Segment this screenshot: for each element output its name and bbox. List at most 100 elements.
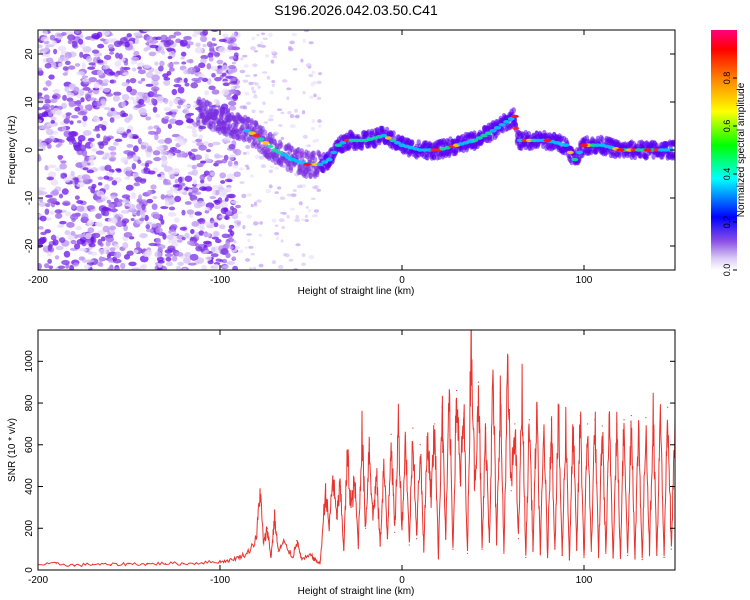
spectrogram-noise-blob bbox=[50, 179, 59, 186]
spectrogram-noise-blob bbox=[91, 183, 97, 189]
spectrogram-noise-blob bbox=[48, 74, 55, 80]
spectrogram-noise-blob bbox=[63, 250, 71, 258]
spectrogram-noise-blob bbox=[157, 173, 162, 177]
spectrogram-ridge-band bbox=[231, 133, 237, 140]
spectrogram-noise-blob bbox=[186, 125, 195, 129]
snr-point bbox=[499, 392, 501, 394]
spectrogram-noise-blob bbox=[139, 233, 148, 239]
spectrogram-noise-blob bbox=[277, 108, 283, 112]
spectrogram-noise-blob bbox=[76, 181, 85, 188]
spectrogram-noise-blob bbox=[133, 32, 143, 37]
spectrogram-noise-blob bbox=[213, 263, 219, 270]
spectrogram-noise-blob bbox=[232, 255, 236, 261]
spectrogram-noise-blob bbox=[183, 107, 190, 115]
spectrogram-noise-blob bbox=[38, 107, 43, 111]
snr-point bbox=[463, 412, 465, 415]
spectrogram-noise-blob bbox=[196, 200, 206, 207]
colorbar-tick-label: 0.0 bbox=[722, 264, 732, 277]
spectrogram-noise-blob bbox=[121, 101, 126, 108]
spectrogram-noise-blob bbox=[248, 245, 254, 249]
spectrogram-noise-blob bbox=[145, 151, 152, 158]
spectrogram-noise-blob bbox=[181, 209, 186, 216]
spectrogram-noise-blob bbox=[87, 250, 93, 255]
snr-point bbox=[601, 425, 603, 427]
spectrogram-noise-blob bbox=[265, 189, 271, 194]
spectrogram-noise-blob bbox=[201, 77, 209, 82]
spectrogram-noise-blob bbox=[76, 200, 84, 204]
spectrogram-noise-blob bbox=[208, 85, 216, 91]
spectrogram-noise-blob bbox=[86, 169, 95, 174]
snr-point bbox=[128, 563, 130, 565]
spectrogram-noise-blob bbox=[130, 192, 137, 200]
spectrogram-noise-blob bbox=[165, 39, 174, 46]
spectrogram-noise-blob bbox=[241, 193, 247, 199]
spectrogram-noise-blob bbox=[198, 134, 204, 140]
figure-title: S196.2026.042.03.50.C41 bbox=[274, 2, 438, 18]
spectrogram-noise-blob bbox=[311, 70, 316, 75]
snr-point bbox=[319, 563, 321, 565]
spectrogram-noise-blob bbox=[173, 61, 180, 65]
spectrogram-noise-blob bbox=[219, 172, 227, 179]
spectrogram-noise-blob bbox=[133, 145, 139, 153]
spectrogram-noise-blob bbox=[180, 51, 187, 57]
spectrogram-ridge-band bbox=[195, 120, 201, 127]
spectrogram-noise-blob bbox=[153, 88, 158, 96]
spectrogram-ridge-band bbox=[312, 156, 318, 163]
snr-y-tick-label: 600 bbox=[24, 436, 35, 453]
spectrogram-noise-blob bbox=[306, 144, 312, 148]
spectrogram-noise-blob bbox=[44, 45, 50, 52]
spectrogram-ridge-core bbox=[275, 150, 283, 155]
spectrogram-noise-blob bbox=[168, 206, 176, 211]
spectrogram-ridge-core bbox=[330, 150, 338, 155]
spectrogram-noise-blob bbox=[173, 77, 182, 84]
snr-point bbox=[641, 558, 643, 561]
spectrogram-noise-blob bbox=[82, 120, 87, 128]
spectrogram-noise-blob bbox=[242, 151, 247, 155]
spectrogram-noise-blob bbox=[126, 33, 132, 38]
spectrogram-noise-blob bbox=[230, 85, 235, 90]
snr-point bbox=[623, 419, 625, 421]
spectrogram-ridge-band bbox=[447, 151, 452, 158]
spectrogram-noise-blob bbox=[312, 80, 318, 85]
spectrogram-noise-blob bbox=[196, 218, 204, 223]
spectrogram-noise-blob bbox=[85, 105, 90, 111]
spectrogram-noise-blob bbox=[131, 267, 141, 270]
spectrogram-noise-blob bbox=[112, 114, 121, 119]
spectrogram-noise-blob bbox=[38, 92, 43, 97]
spectrogram-noise-blob bbox=[68, 131, 77, 137]
snr-point bbox=[310, 554, 312, 556]
spectrogram-noise-blob bbox=[198, 230, 205, 236]
spectrogram-noise-blob bbox=[192, 179, 197, 185]
spectrogram-ridge-band bbox=[672, 151, 675, 159]
spectrogram-noise-blob bbox=[108, 146, 117, 151]
spectrogram-noise-blob bbox=[179, 226, 187, 231]
spectrogram-noise-blob bbox=[155, 227, 163, 234]
spectrogram-ridge-core bbox=[562, 143, 570, 147]
spectrogram-x-label: Height of straight line (km) bbox=[298, 286, 415, 297]
spectrogram-noise-blob bbox=[199, 174, 206, 181]
snr-point bbox=[594, 419, 596, 421]
spectrogram-noise-blob bbox=[69, 120, 74, 125]
spectrogram-noise-blob bbox=[109, 225, 117, 231]
spectrogram-noise-blob bbox=[175, 119, 184, 126]
spectrogram-noise-blob bbox=[157, 262, 162, 268]
spectrogram-noise-blob bbox=[109, 151, 117, 156]
snr-point bbox=[237, 556, 239, 559]
spectrogram-noise-blob bbox=[38, 189, 44, 196]
spectrogram-noise-blob bbox=[203, 141, 210, 146]
spectrogram-noise-blob bbox=[131, 67, 137, 72]
spectrogram-noise-blob bbox=[181, 236, 186, 241]
spectrogram-noise-blob bbox=[233, 77, 237, 82]
snr-point bbox=[55, 563, 57, 565]
spectrogram-noise-blob bbox=[172, 184, 180, 188]
spectrogram-noise-blob bbox=[233, 171, 241, 178]
spectrogram-ridge-core bbox=[484, 131, 492, 135]
spectrogram-noise-blob bbox=[207, 142, 214, 148]
spectrogram-noise-blob bbox=[74, 106, 81, 112]
spectrogram-noise-blob bbox=[156, 95, 165, 102]
snr-y-tick-label: 800 bbox=[24, 394, 35, 411]
spectrogram-noise-blob bbox=[144, 162, 150, 168]
spectrogram-noise-blob bbox=[47, 251, 52, 257]
spectrogram-noise-blob bbox=[196, 257, 204, 264]
